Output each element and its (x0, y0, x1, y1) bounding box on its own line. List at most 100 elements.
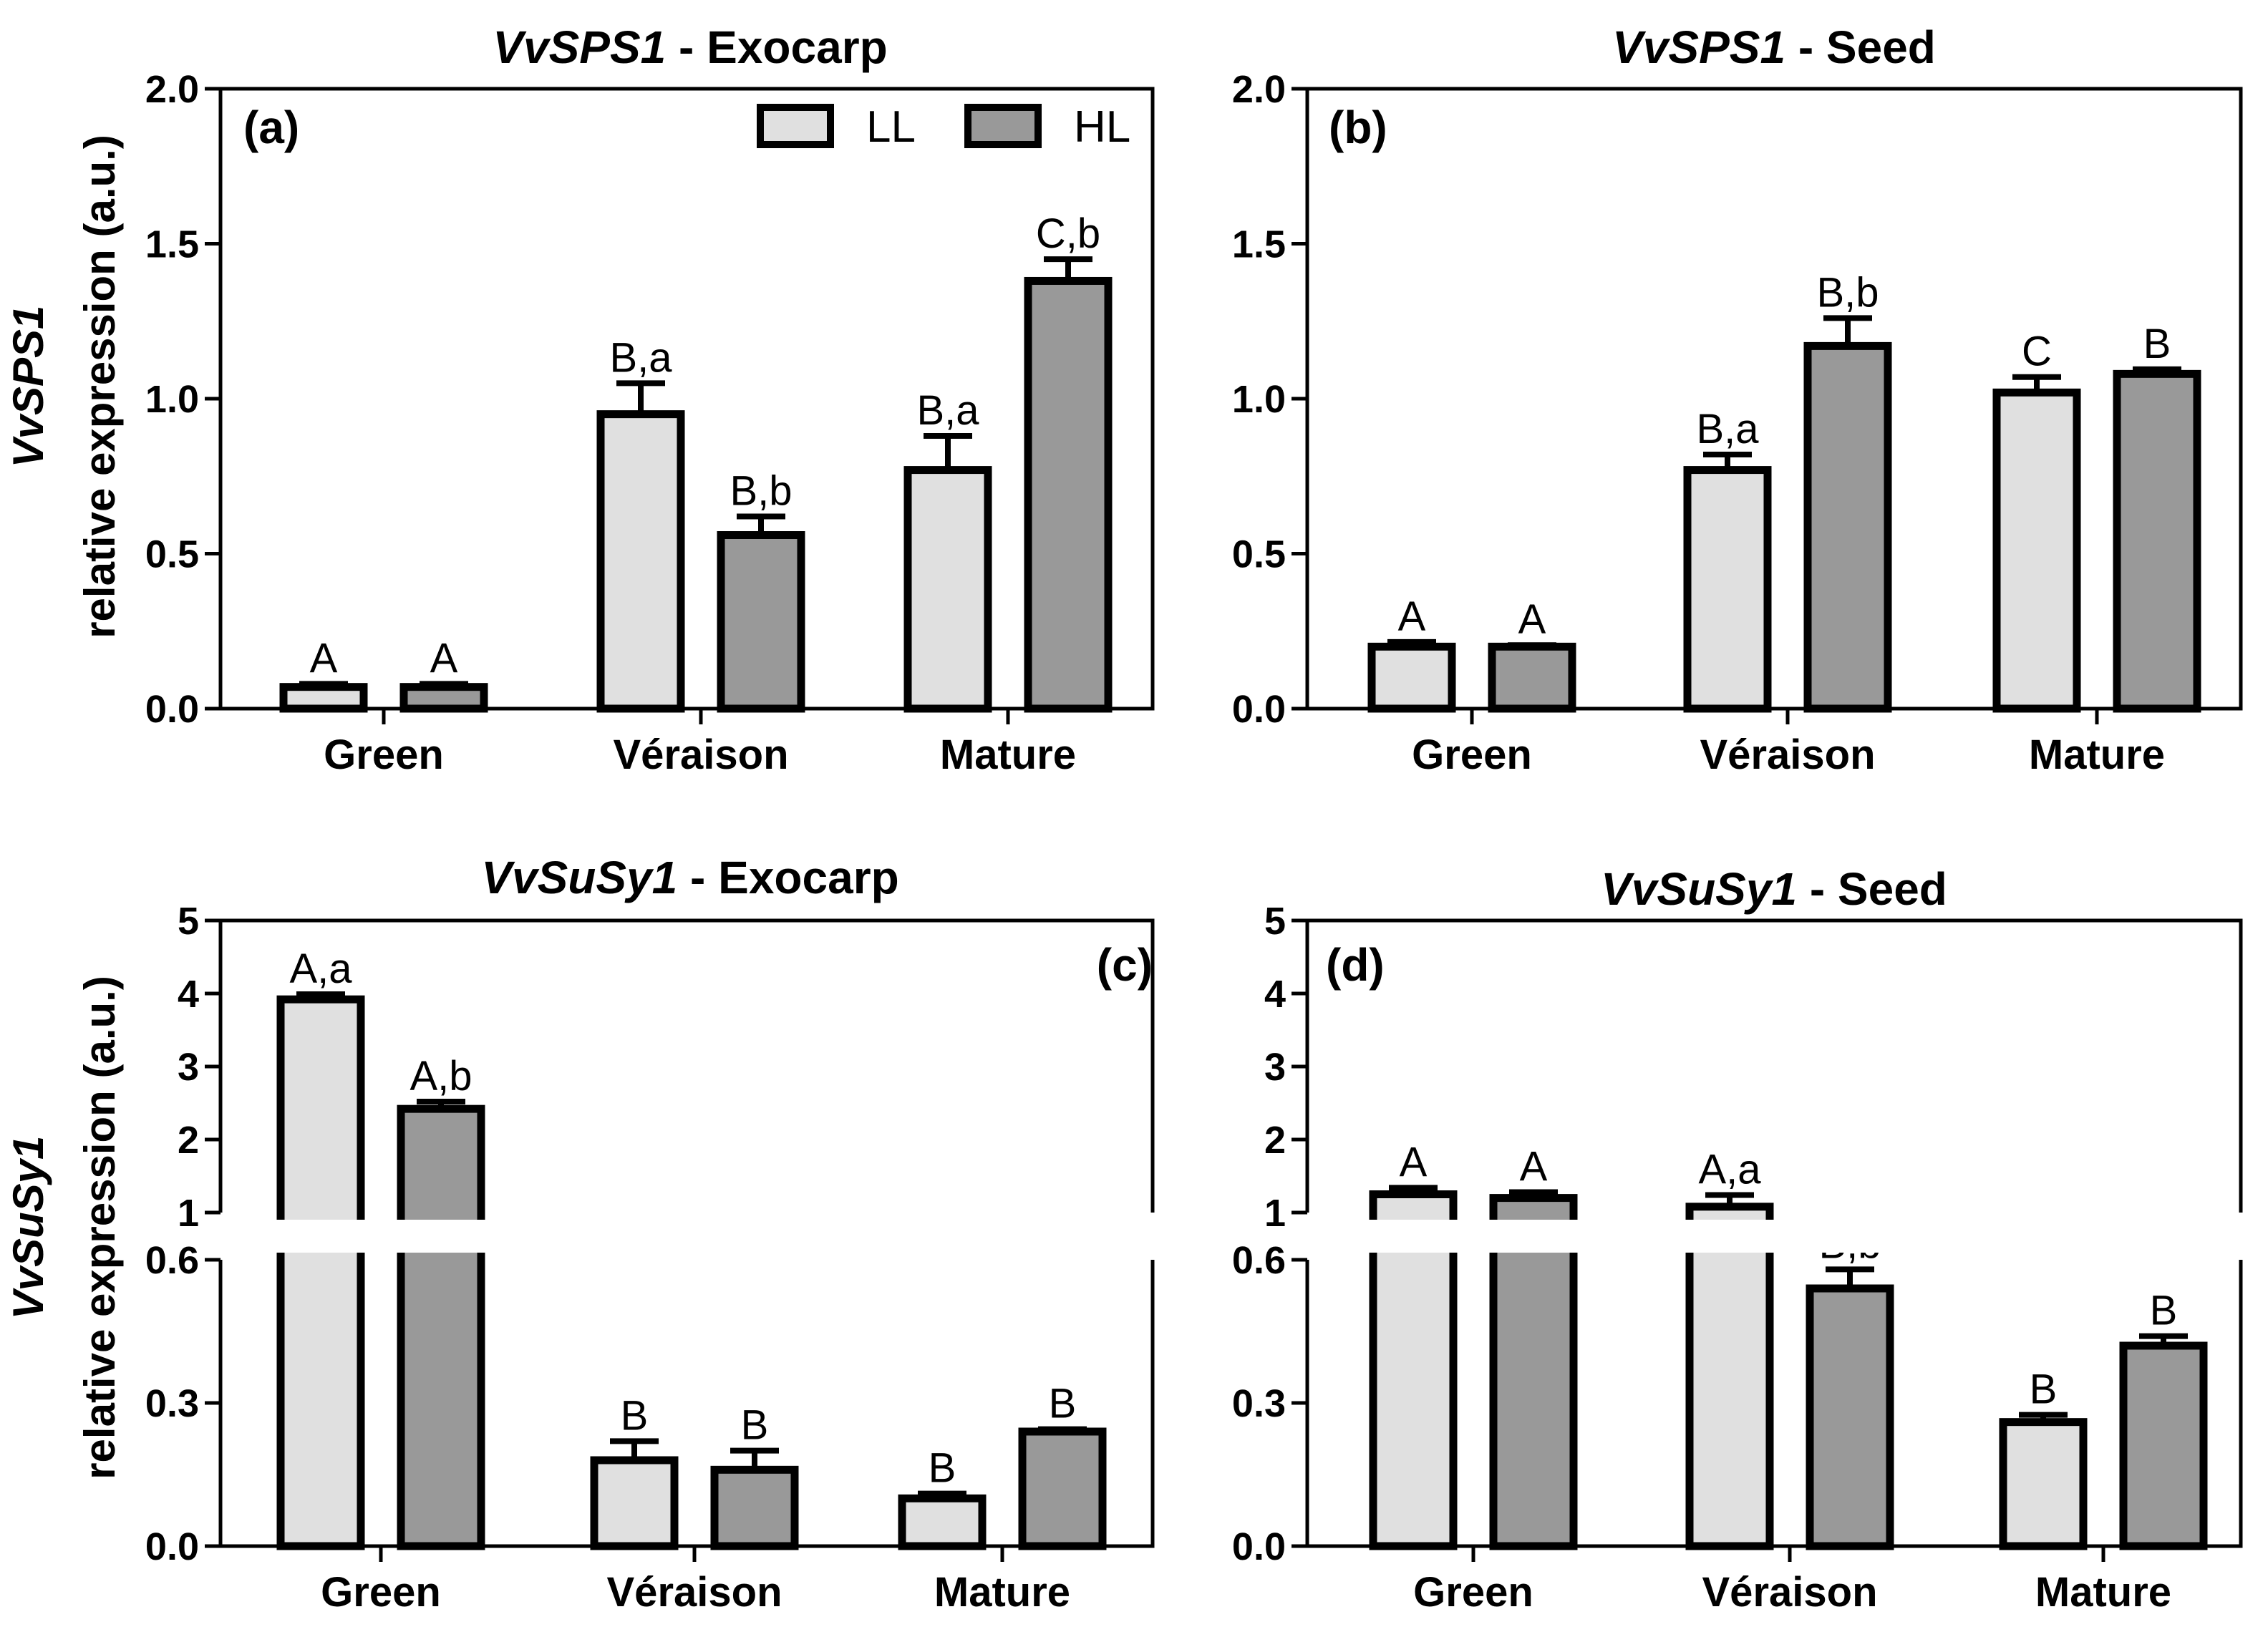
bar (397, 1104, 485, 1550)
significance-label: B (2143, 321, 2171, 367)
chart-title-tissue: Seed (1838, 863, 1947, 915)
bar (1999, 1418, 2088, 1550)
bar (898, 1494, 987, 1550)
chart-title-tissue: Seed (1826, 21, 1936, 73)
axis-break-gap (1293, 1220, 2255, 1253)
y-tick-label: 1.5 (1232, 223, 1286, 266)
bar (1367, 642, 1456, 713)
significance-label: A,b (410, 1053, 472, 1099)
chart-title-gene: VvSPS1 (1612, 21, 1785, 73)
chart-title-gene: VvSuSy1 (481, 852, 677, 903)
y-axis-label-top: VvSPS1 relative expression (a.u.) (4, 135, 124, 638)
chart-title-tissue: Exocarp (707, 21, 888, 73)
significance-label: A (430, 635, 458, 681)
significance-label: C,b (1036, 210, 1100, 257)
y-tick-label: 1 (1264, 1192, 1286, 1235)
axis-break-gap (206, 1220, 1167, 1253)
significance-label: B (2030, 1366, 2058, 1413)
chart-title: VvSPS1 - Exocarp (493, 21, 887, 73)
chart-panel-a: VvSPS1 - Exocarp A B,a B,a A B,b C,b 0.0 0.5 1.0 1… (145, 21, 1155, 778)
legend-label-hl: HL (1074, 102, 1130, 152)
significance-label: B,a (1696, 406, 1759, 452)
chart-title-gene: VvSuSy1 (1601, 863, 1797, 915)
panel-label: (b) (1329, 102, 1387, 153)
bar (717, 531, 805, 713)
x-category-label: Green (1413, 1569, 1533, 1616)
x-category-label: Mature (2035, 1569, 2171, 1616)
plot-frame-upper (1305, 918, 2243, 1213)
significance-label: A (1400, 1139, 1428, 1185)
legend-label-ll: LL (866, 102, 916, 152)
bar (1018, 1427, 1107, 1550)
plot-frame (218, 87, 1155, 711)
y-tick-label: 1.5 (145, 223, 199, 266)
bar (590, 1456, 679, 1550)
y-tick-label: 3 (178, 1046, 199, 1089)
y-tick-label: 0.5 (1232, 533, 1286, 576)
bar (279, 683, 368, 713)
x-category-label: Mature (940, 732, 1076, 778)
y-axis-gene-top: VvSPS1 (4, 306, 52, 468)
y-tick-label: 2.0 (1232, 68, 1286, 111)
chart-panel-d: VvSuSy1 - SeedAA,aBAB,bB0.00.30.612345Gr… (1232, 863, 2255, 1616)
legend: LL HL (757, 102, 1130, 152)
y-tick-label: 0.5 (145, 533, 199, 576)
bar (399, 683, 488, 713)
chart-title: VvSuSy1 - Exocarp (481, 852, 898, 903)
x-category-label: Véraison (1702, 1569, 1878, 1616)
x-category-label: Mature (2029, 732, 2165, 778)
panel-label: (c) (1097, 939, 1153, 991)
y-tick-label: 1 (178, 1192, 199, 1235)
y-tick-label: 0.0 (145, 1525, 199, 1568)
significance-label: B,a (609, 334, 672, 381)
bar (710, 1465, 799, 1550)
bar (2119, 1341, 2208, 1550)
y-tick-label: 4 (1264, 973, 1286, 1016)
y-tick-label: 3 (1264, 1046, 1286, 1089)
bar (276, 995, 365, 1550)
chart-title-separator: - (1785, 21, 1826, 73)
bar (1024, 276, 1113, 713)
x-category-label: Véraison (607, 1569, 782, 1616)
chart-title-separator: - (1797, 863, 1838, 915)
x-category-label: Véraison (614, 732, 789, 778)
significance-label: A (1520, 1143, 1548, 1190)
bar (1992, 388, 2081, 713)
significance-label: B (929, 1445, 956, 1492)
y-tick-label: 5 (178, 900, 199, 943)
chart-panel-c: VvSuSy1 - Exocarp A,a B B A,b B B 0.0 0.3 0.61 2 3 4… (145, 852, 1167, 1616)
y-tick-label: 1.0 (1232, 378, 1286, 421)
chart-title: VvSPS1 - Seed (1612, 21, 1936, 73)
y-tick-label: 4 (178, 973, 199, 1016)
y-tick-label: 2 (178, 1119, 199, 1162)
bar (2113, 369, 2201, 713)
y-axis-text-top: relative expression (a.u.) (76, 135, 124, 638)
y-tick-label: 5 (1264, 900, 1286, 943)
significance-label: B (741, 1402, 769, 1449)
legend-swatch-hl (964, 104, 1042, 148)
chart-title-tissue: Exocarp (718, 852, 899, 903)
panel-label: (a) (243, 102, 299, 153)
y-tick-label: 0.3 (145, 1382, 199, 1425)
chart-panel-b: VvSPS1 - Seed A B,a C A B,b B 0.0 0.5 1.0 1.5 2.0 Gr… (1232, 21, 2243, 778)
bar (903, 466, 992, 713)
x-category-label: Véraison (1700, 732, 1876, 778)
y-tick-label: 0.6 (145, 1239, 199, 1282)
significance-label: A (1518, 596, 1546, 643)
legend-swatch-ll (757, 104, 834, 148)
y-axis-label-bottom: VvSuSy1 relative expression (a.u.) (4, 976, 124, 1480)
y-tick-label: 0.6 (1232, 1239, 1286, 1282)
bar (596, 410, 685, 713)
y-axis-text-bottom: relative expression (a.u.) (76, 976, 124, 1480)
significance-label: A (310, 635, 338, 681)
chart-title-separator: - (666, 21, 707, 73)
chart-title-separator: - (677, 852, 718, 903)
y-tick-label: 2.0 (145, 68, 199, 111)
significance-label: C (2022, 329, 2052, 375)
significance-label: A (1398, 593, 1426, 640)
chart-title-gene: VvSPS1 (493, 21, 666, 73)
significance-label: A,a (1698, 1147, 1761, 1193)
significance-label: B (1049, 1381, 1077, 1427)
y-tick-label: 0.0 (1232, 1525, 1286, 1568)
